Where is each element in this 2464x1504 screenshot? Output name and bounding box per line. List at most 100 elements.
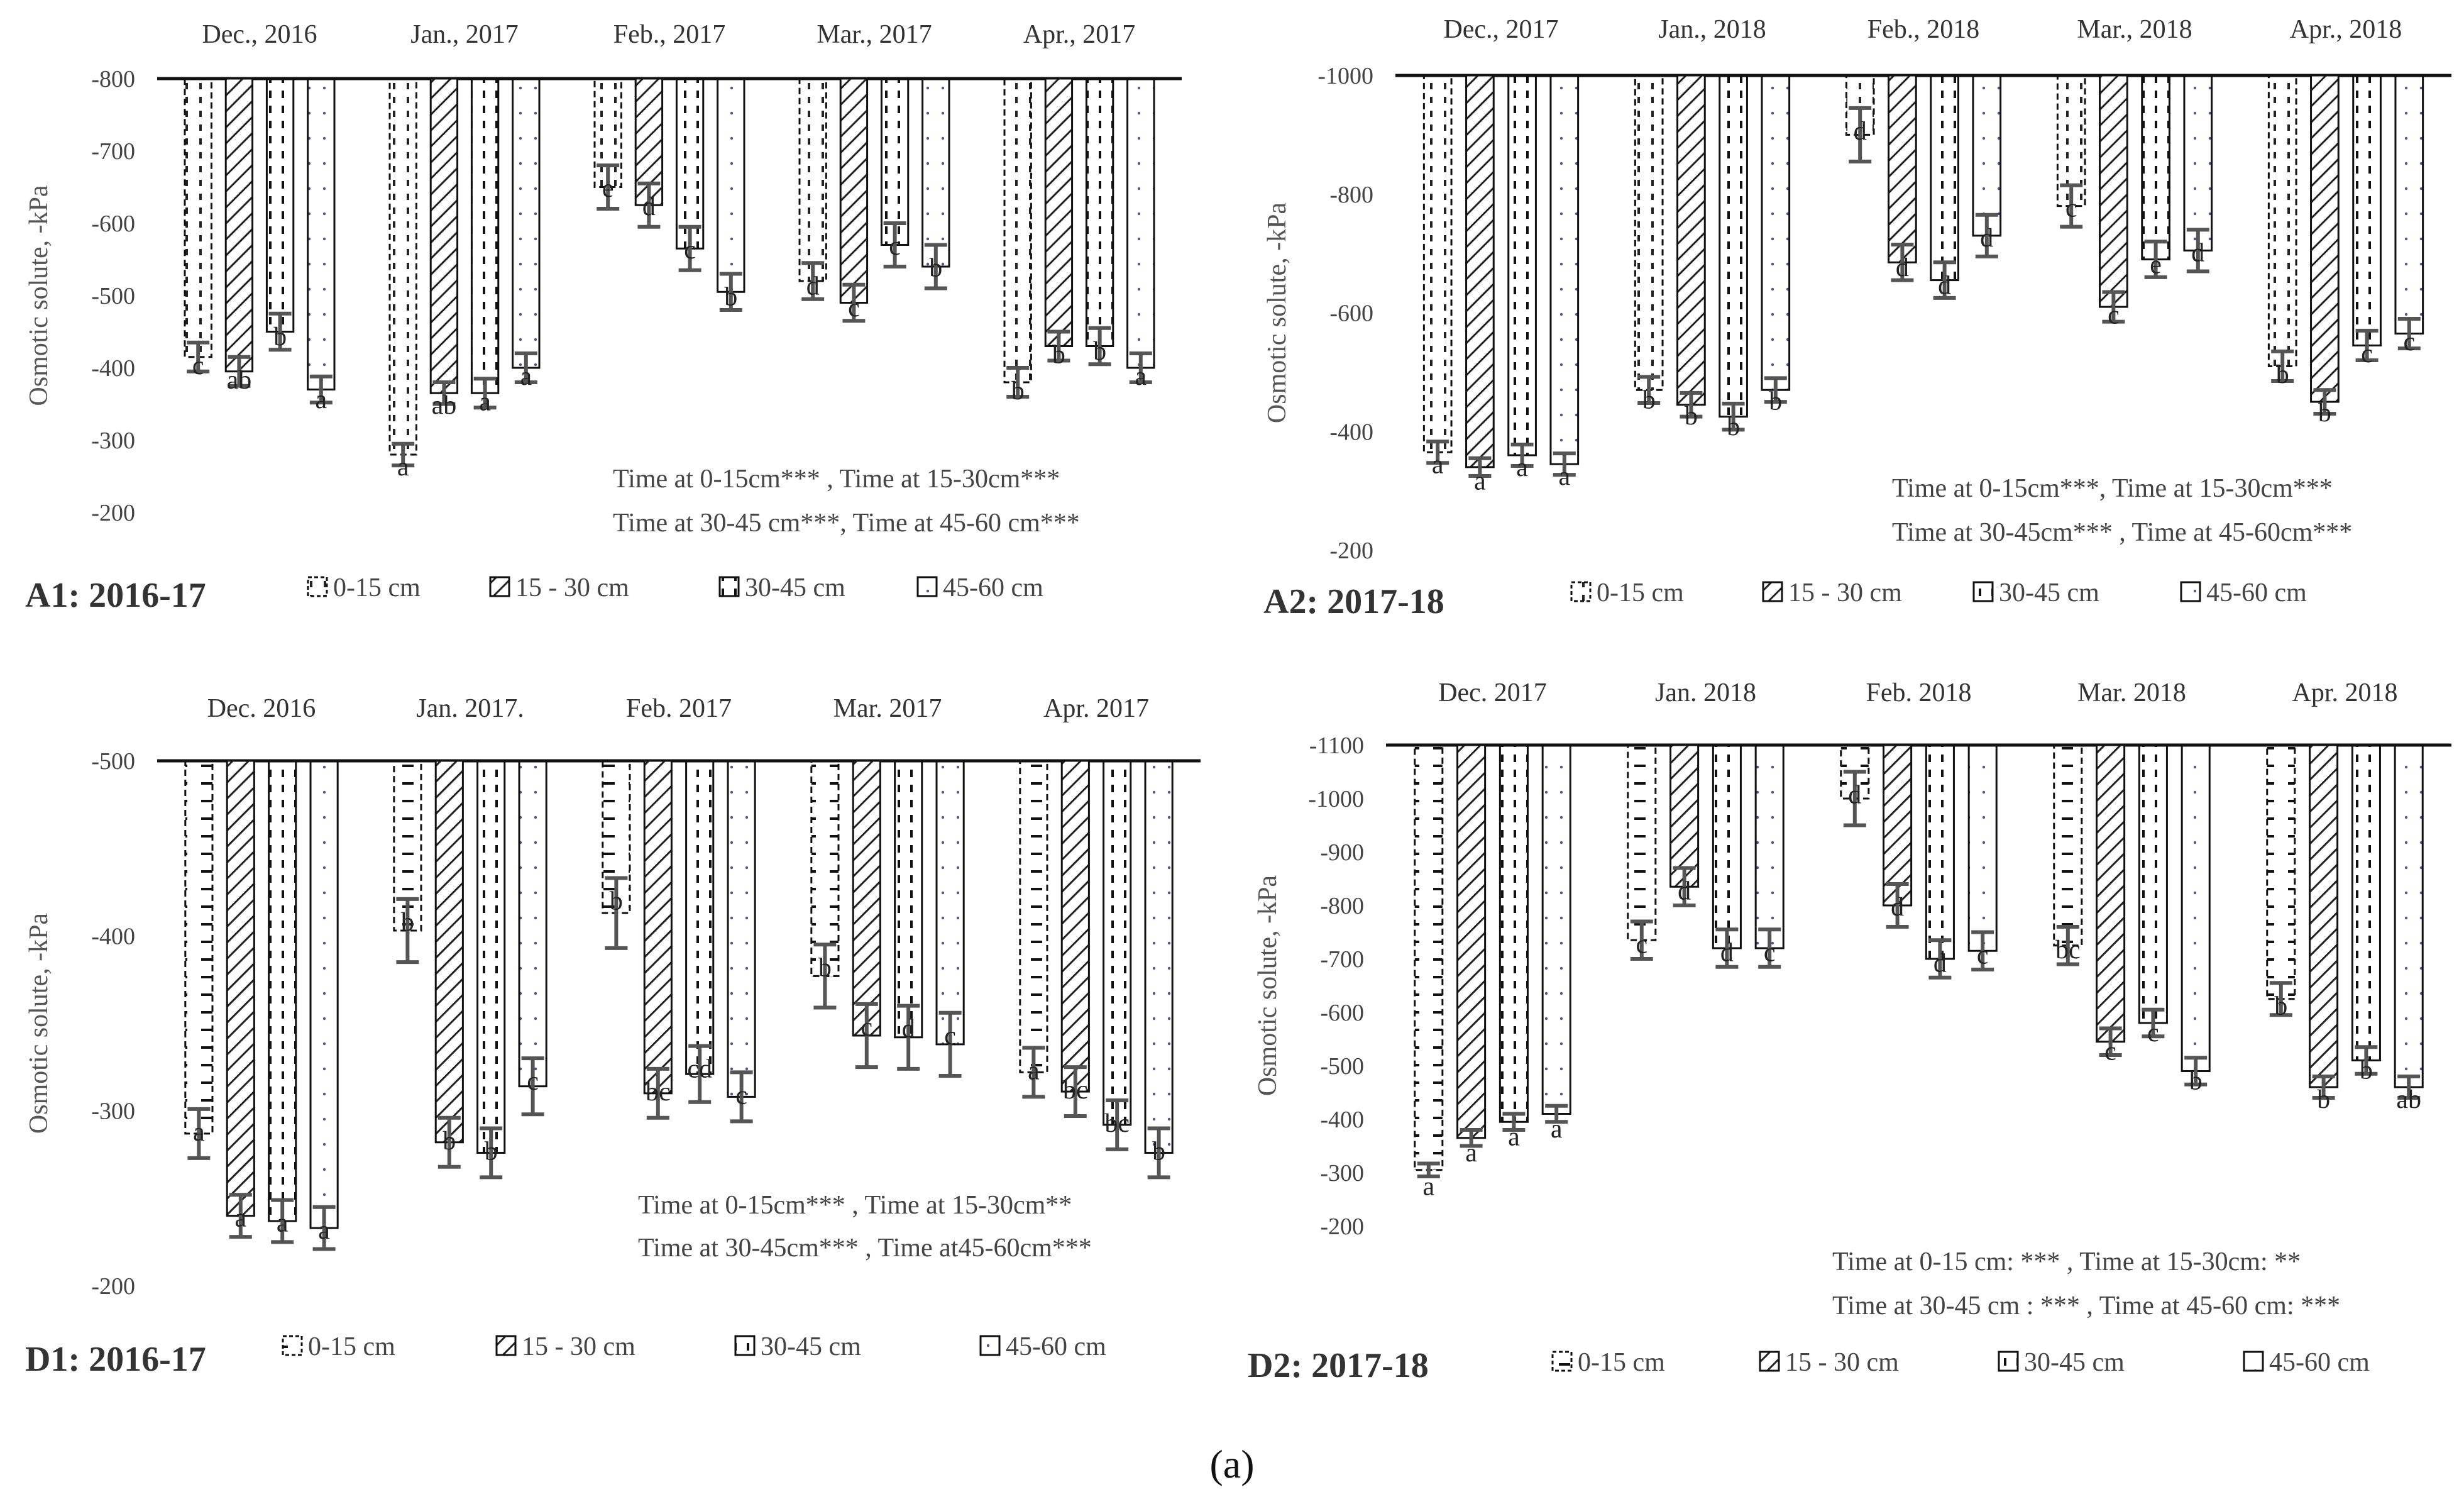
significance-letter: c [848,294,860,323]
significance-letter: b [1685,402,1698,431]
significance-letter: c [861,1013,872,1042]
y-tick-label: -400 [91,355,135,382]
y-tick-label: -900 [1320,839,1364,866]
bar-0-15-cm [2267,74,2297,367]
significance-letter: a [1432,450,1444,479]
significance-letter: d [1678,877,1691,906]
significance-letter: b [1011,377,1025,406]
bar-15-30-cm [852,760,881,1037]
significance-letter: b [2276,360,2289,389]
category-label: Apr., 2018 [2290,15,2402,44]
significance-letter: a [193,1118,205,1147]
bar-0-15-cm [1414,744,1444,1171]
significance-letter: c [1977,941,1989,970]
legend-swatch [1972,581,1994,602]
y-tick-label: -500 [1320,1053,1364,1080]
significance-letter: a [315,385,327,414]
significance-letter: b [2189,1066,2203,1095]
significance-letter: d [642,192,656,221]
significance-note: Time at 0-15cm*** , Time at 15-30cm*** [613,465,1060,494]
bar-30-45-cm [470,77,500,394]
significance-letter: b [724,283,737,312]
legend-swatch [1998,1351,2019,1372]
significance-letter: c [192,351,204,380]
legend-label: 45-60 cm [1006,1332,1106,1361]
significance-letter: c [2147,1019,2159,1048]
category-label: Dec., 2017 [1443,15,1558,44]
bar-45-60-cm [518,760,547,1088]
legend-label: 15 - 30 cm [515,573,629,602]
category-label: Apr. 2017 [1043,694,1149,723]
significance-letter: b [2317,1085,2330,1114]
category-label: Feb., 2018 [1867,15,1980,44]
bar-45-60-cm [2181,744,2211,1072]
y-tick-label: -500 [91,748,135,775]
significance-letter: a [1465,1139,1477,1168]
category-label: Dec. 2017 [1438,678,1547,707]
y-tick-label: -700 [1320,946,1364,973]
bar-15-30-cm [429,77,459,394]
bar-30-45-cm [268,760,297,1222]
significance-letter: a [277,1209,289,1238]
category-label: Jan. 2018 [1655,678,1756,707]
bar-15-30-cm [434,760,464,1144]
significance-letter: b [1642,385,1656,414]
y-tick-label: -400 [1320,1107,1364,1133]
bar-15-30-cm [1456,744,1487,1139]
bar-0-15-cm [184,760,214,1135]
significance-letter: a [520,362,532,391]
significance-letter: d [1848,781,1861,810]
significance-letter: cd [687,1055,712,1084]
category-label: Mar. 2017 [833,694,942,723]
significance-letter: c [2403,328,2415,357]
significance-letter: d [1891,893,1904,922]
bar-15-30-cm [1888,74,1917,263]
bar-45-60-cm [1549,74,1580,465]
category-label: Jan. 2017. [416,694,524,723]
y-tick-label: -200 [91,500,135,526]
significance-letter: d [1896,253,1909,282]
legend-label: 30-45 cm [745,573,845,602]
bar-0-15-cm [2053,744,2083,947]
category-label: Jan., 2018 [1658,15,1766,44]
bar-45-60-cm [309,760,339,1229]
bar-30-45-cm [2351,744,2381,1061]
category-label: Apr., 2017 [1023,20,1136,49]
bar-30-45-cm [1085,77,1114,347]
y-axis-label: Osmotic solute, -kPa [1263,202,1292,423]
legend-swatch [1551,1351,1573,1372]
y-axis-label: Osmotic solute, -kPa [25,913,53,1134]
y-tick-label: -300 [91,428,135,454]
bar-15-30-cm [2309,744,2339,1088]
significance-letter: c [2065,194,2077,223]
panel-title: D2: 2017-18 [1248,1346,1429,1385]
y-tick-label: -200 [1329,538,1373,564]
y-tick-label: -600 [91,211,135,237]
bar-15-30-cm [224,77,254,373]
y-tick-label: -300 [91,1098,135,1125]
legend-label: 0-15 cm [1597,578,1684,607]
bar-30-45-cm [2141,74,2170,261]
significance-letter: d [1854,117,1867,146]
significance-letter: a [234,1203,246,1232]
bar-15-30-cm [1883,744,1913,907]
significance-letter: d [1980,224,1993,253]
significance-letter: b [485,1137,498,1166]
y-tick-label: -1100 [1309,733,1364,759]
significance-letter: e [602,174,614,203]
chart-panel-d2: -200 -300 -400 -500 -600 -700 -800 -900 -1000 -11… [1248,678,2451,1385]
y-axis-label: Osmotic solute, -kPa [25,185,53,406]
y-tick-label: -600 [1329,301,1373,327]
bar-15-30-cm [1060,760,1090,1093]
significance-letter: bc [1063,1076,1088,1105]
y-tick-label: -800 [91,66,135,92]
significance-letter: a [1551,1115,1563,1144]
bar-45-60-cm [2394,74,2424,335]
bar-30-45-cm [675,77,705,250]
significance-letter: a [1135,362,1147,391]
legend-swatch [495,1335,517,1356]
bar-30-45-cm [1507,74,1537,456]
significance-letter: a [1516,453,1528,482]
legend-swatch [2243,1351,2264,1372]
bar-45-60-cm [1761,74,1791,391]
